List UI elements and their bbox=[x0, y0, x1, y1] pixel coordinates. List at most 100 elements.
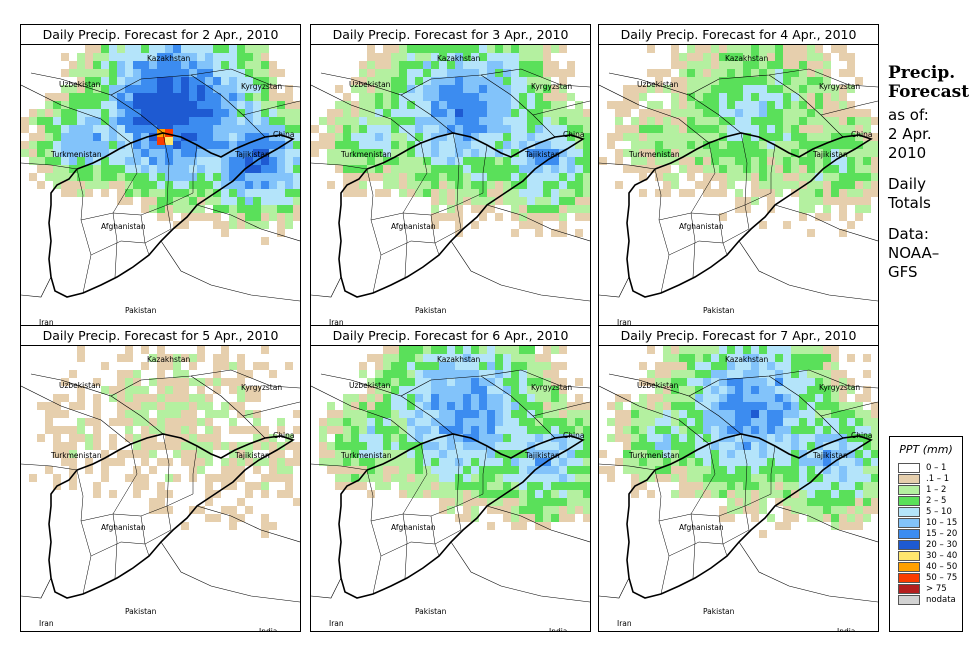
label-tajikistan: Tajikistan bbox=[524, 451, 560, 460]
country-border bbox=[450, 240, 590, 302]
country-border bbox=[480, 74, 556, 138]
country-border bbox=[196, 505, 300, 543]
country-border bbox=[774, 505, 878, 543]
legend-swatch bbox=[898, 573, 920, 583]
country-border bbox=[532, 401, 590, 417]
country-border bbox=[21, 385, 132, 445]
province-border bbox=[366, 469, 382, 595]
country-border bbox=[774, 204, 878, 242]
label-turkmenistan: Turkmenistan bbox=[628, 150, 680, 159]
panel-title: Daily Precip. Forecast for 2 Apr., 2010 bbox=[21, 25, 300, 45]
province-border bbox=[430, 214, 440, 256]
province-border bbox=[654, 469, 670, 595]
label-iran: Iran bbox=[329, 318, 344, 327]
province-border bbox=[690, 513, 696, 579]
province-border bbox=[162, 433, 170, 507]
legend-label: nodata bbox=[926, 595, 956, 605]
legend-label: 30 – 40 bbox=[926, 551, 958, 561]
forecast-panel-apr2: Daily Precip. Forecast for 2 Apr., 2010 … bbox=[20, 24, 301, 331]
label-china: China bbox=[563, 431, 584, 440]
legend-item: 50 – 75 bbox=[898, 573, 962, 584]
afghanistan-outline bbox=[626, 433, 873, 599]
label-iran: Iran bbox=[329, 619, 344, 628]
label-tajikistan: Tajikistan bbox=[234, 451, 270, 460]
country-border bbox=[599, 84, 710, 144]
province-border bbox=[366, 168, 382, 294]
panel-title: Daily Precip. Forecast for 7 Apr., 2010 bbox=[599, 326, 878, 346]
label-uzbekistan: Uzbekistan bbox=[637, 381, 679, 390]
country-border bbox=[21, 463, 78, 471]
legend-item: 20 – 30 bbox=[898, 540, 962, 551]
province-border bbox=[430, 515, 440, 557]
province-border bbox=[740, 433, 748, 507]
country-border bbox=[21, 577, 52, 599]
legend-item: 40 – 50 bbox=[898, 562, 962, 573]
country-border bbox=[320, 68, 590, 96]
label-kazakhstan: Kazakhstan bbox=[147, 355, 190, 364]
province-border bbox=[192, 144, 198, 193]
country-border bbox=[311, 276, 342, 298]
country-border bbox=[160, 541, 300, 603]
data-source-label: Data: bbox=[888, 225, 929, 243]
label-afghanistan: Afghanistan bbox=[101, 523, 146, 532]
country-border bbox=[400, 395, 454, 435]
legend-item: 1 – 2 bbox=[898, 485, 962, 496]
panel-title: Daily Precip. Forecast for 6 Apr., 2010 bbox=[311, 326, 590, 346]
label-uzbekistan: Uzbekistan bbox=[637, 80, 679, 89]
as-of-year: 2010 bbox=[888, 144, 927, 162]
country-border bbox=[599, 162, 656, 170]
label-turkmenistan: Turkmenistan bbox=[50, 150, 102, 159]
precip-map: Uzbekistan Kazakhstan Kyrgyzstan China Turkm… bbox=[21, 45, 300, 330]
province-border bbox=[402, 513, 408, 579]
afghanistan-outline bbox=[48, 132, 295, 298]
country-border bbox=[599, 463, 656, 471]
label-afghanistan: Afghanistan bbox=[679, 222, 724, 231]
province-border bbox=[690, 212, 696, 278]
precip-map: Uzbekistan Kazakhstan Kyrgyzstan China Turkm… bbox=[599, 45, 878, 330]
label-uzbekistan: Uzbekistan bbox=[349, 381, 391, 390]
label-pakistan: Pakistan bbox=[125, 306, 157, 315]
province-border bbox=[402, 142, 428, 214]
province-border bbox=[140, 214, 150, 256]
totals-label-2: Totals bbox=[888, 194, 931, 212]
panel-title: Daily Precip. Forecast for 5 Apr., 2010 bbox=[21, 326, 300, 346]
province-border bbox=[452, 433, 460, 507]
province-border bbox=[166, 204, 172, 230]
province-border bbox=[192, 445, 198, 494]
province-border bbox=[112, 443, 138, 515]
legend-swatch bbox=[898, 584, 920, 594]
afghanistan-outline bbox=[338, 433, 585, 599]
legend-swatch bbox=[898, 507, 920, 517]
country-border bbox=[599, 385, 710, 445]
label-kazakhstan: Kazakhstan bbox=[725, 54, 768, 63]
label-iran: Iran bbox=[617, 619, 632, 628]
data-source-name-2: GFS bbox=[888, 263, 918, 281]
label-china: China bbox=[273, 431, 294, 440]
province-border bbox=[112, 142, 138, 214]
legend-label: 50 – 75 bbox=[926, 573, 958, 583]
province-border bbox=[402, 443, 428, 515]
country-border bbox=[30, 369, 300, 397]
label-turkmenistan: Turkmenistan bbox=[50, 451, 102, 460]
panel-title: Daily Precip. Forecast for 3 Apr., 2010 bbox=[311, 25, 590, 45]
legend-label: .1 – 1 bbox=[926, 474, 950, 484]
legend-swatch bbox=[898, 595, 920, 605]
province-border bbox=[744, 505, 750, 531]
country-border bbox=[486, 204, 590, 242]
side-title-line1: Precip. bbox=[888, 63, 956, 83]
country-border bbox=[190, 375, 266, 439]
forecast-info: Precip. Forecast as of: 2 Apr. 2010 Dail… bbox=[888, 64, 969, 282]
label-kyrgyzstan: Kyrgyzstan bbox=[241, 383, 282, 392]
province-border bbox=[718, 214, 728, 256]
label-tajikistan: Tajikistan bbox=[812, 451, 848, 460]
country-border bbox=[688, 395, 742, 435]
label-kyrgyzstan: Kyrgyzstan bbox=[819, 383, 860, 392]
label-china: China bbox=[563, 130, 584, 139]
label-kazakhstan: Kazakhstan bbox=[437, 355, 480, 364]
country-border bbox=[768, 375, 844, 439]
legend-item: > 75 bbox=[898, 584, 962, 595]
legend-label: 5 – 10 bbox=[926, 507, 952, 517]
province-border bbox=[482, 445, 488, 494]
province-border bbox=[76, 469, 92, 595]
